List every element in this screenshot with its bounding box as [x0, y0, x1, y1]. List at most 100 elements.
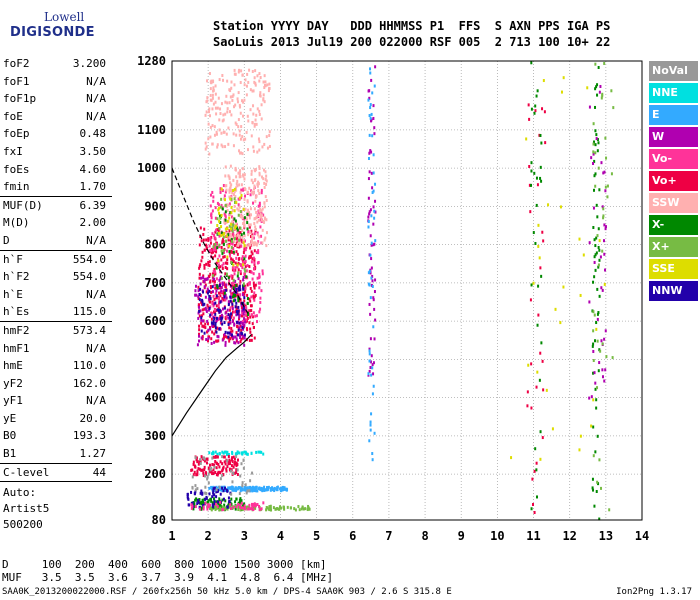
echo-point — [246, 316, 249, 320]
echo-point — [207, 110, 210, 114]
echo-point — [369, 428, 372, 432]
x-tick-label: 13 — [599, 529, 613, 543]
echo-point — [230, 312, 233, 316]
echo-point — [242, 241, 245, 245]
echo-point — [239, 320, 242, 324]
echo-point — [227, 313, 230, 317]
echo-point — [232, 193, 235, 197]
echo-point — [252, 89, 255, 93]
echo-point — [242, 458, 245, 462]
echo-point — [592, 358, 595, 362]
echo-point — [242, 222, 245, 226]
echo-point — [191, 475, 194, 479]
echo-point — [207, 260, 210, 264]
echo-point — [252, 112, 255, 116]
echo-point — [220, 249, 223, 253]
echo-point — [215, 132, 218, 136]
echo-point — [256, 241, 259, 245]
echo-point — [258, 272, 261, 276]
param-row: foE N/A — [0, 108, 112, 126]
param-name: foEp — [3, 127, 30, 141]
echo-point — [204, 497, 207, 501]
echo-point — [208, 244, 211, 248]
echo-point — [223, 212, 226, 216]
echo-point — [244, 483, 247, 487]
param-row: yE 20.0 — [0, 410, 112, 428]
echo-point — [261, 272, 264, 276]
echo-point — [233, 190, 236, 194]
echo-point — [608, 508, 611, 512]
echo-point — [237, 305, 240, 309]
echo-point — [209, 313, 212, 317]
echo-point — [234, 234, 237, 238]
echo-point — [208, 72, 211, 76]
echo-point — [241, 73, 244, 77]
echo-point — [230, 300, 233, 304]
echo-point — [240, 99, 243, 103]
echo-point — [231, 304, 234, 308]
echo-point — [212, 80, 215, 84]
echo-point — [369, 337, 372, 341]
echo-point — [241, 167, 244, 171]
echo-point — [254, 488, 257, 492]
echo-point — [269, 504, 272, 508]
echo-point — [218, 485, 221, 489]
echo-point — [219, 300, 222, 304]
param-row: foF1p N/A — [0, 90, 112, 108]
echo-point — [372, 296, 375, 300]
echo-point — [536, 89, 539, 93]
echo-point — [530, 406, 533, 410]
echo-point — [241, 314, 244, 318]
echo-point — [215, 466, 218, 470]
echo-point — [598, 258, 601, 262]
echo-point — [249, 507, 252, 511]
echo-point — [222, 248, 225, 252]
echo-point — [231, 310, 234, 314]
echo-point — [371, 279, 374, 283]
echo-point — [230, 235, 233, 239]
echo-point — [250, 238, 253, 242]
echo-point — [369, 253, 372, 257]
echo-point — [237, 171, 240, 175]
echo-point — [201, 250, 204, 254]
echo-point — [218, 300, 221, 304]
echo-point — [194, 456, 197, 460]
echo-point — [224, 462, 227, 466]
echo-point — [595, 137, 598, 141]
echo-point — [234, 266, 237, 270]
echo-point — [231, 242, 234, 246]
echo-point — [224, 218, 227, 222]
echo-point — [211, 232, 214, 236]
echo-point — [205, 110, 208, 114]
echo-point — [251, 121, 254, 125]
echo-point — [240, 233, 243, 237]
echo-point — [210, 79, 213, 83]
echo-point — [218, 254, 221, 258]
echo-point — [228, 236, 231, 240]
echo-point — [214, 308, 217, 312]
echo-point — [230, 485, 233, 489]
echo-point — [227, 282, 230, 286]
echo-point — [230, 274, 233, 278]
echo-point — [244, 260, 247, 264]
echo-point — [206, 507, 209, 511]
echo-point — [231, 451, 234, 455]
echo-point — [534, 447, 537, 451]
echo-point — [202, 290, 205, 294]
echo-point — [231, 284, 234, 288]
param-name: B0 — [3, 429, 17, 443]
echo-point — [224, 334, 227, 338]
echo-point — [204, 277, 207, 281]
echo-point — [235, 250, 238, 254]
echo-point — [213, 505, 216, 509]
echo-point — [596, 312, 599, 316]
echo-point — [233, 322, 236, 326]
echo-point — [263, 86, 266, 90]
echo-point — [604, 227, 607, 231]
echo-point — [210, 290, 213, 294]
auto-code: 500200 — [3, 518, 43, 532]
echo-point — [368, 349, 371, 353]
echo-point — [215, 294, 218, 298]
echo-point — [198, 264, 201, 268]
echo-point — [535, 94, 538, 98]
